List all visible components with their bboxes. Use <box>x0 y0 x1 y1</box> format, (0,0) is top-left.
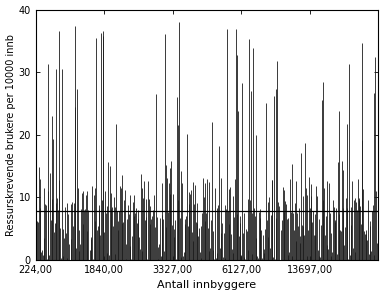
Y-axis label: Ressurskrevende brukere per 10000 innb: Ressurskrevende brukere per 10000 innb <box>5 34 16 236</box>
X-axis label: Antall innbyggere: Antall innbyggere <box>157 280 257 290</box>
